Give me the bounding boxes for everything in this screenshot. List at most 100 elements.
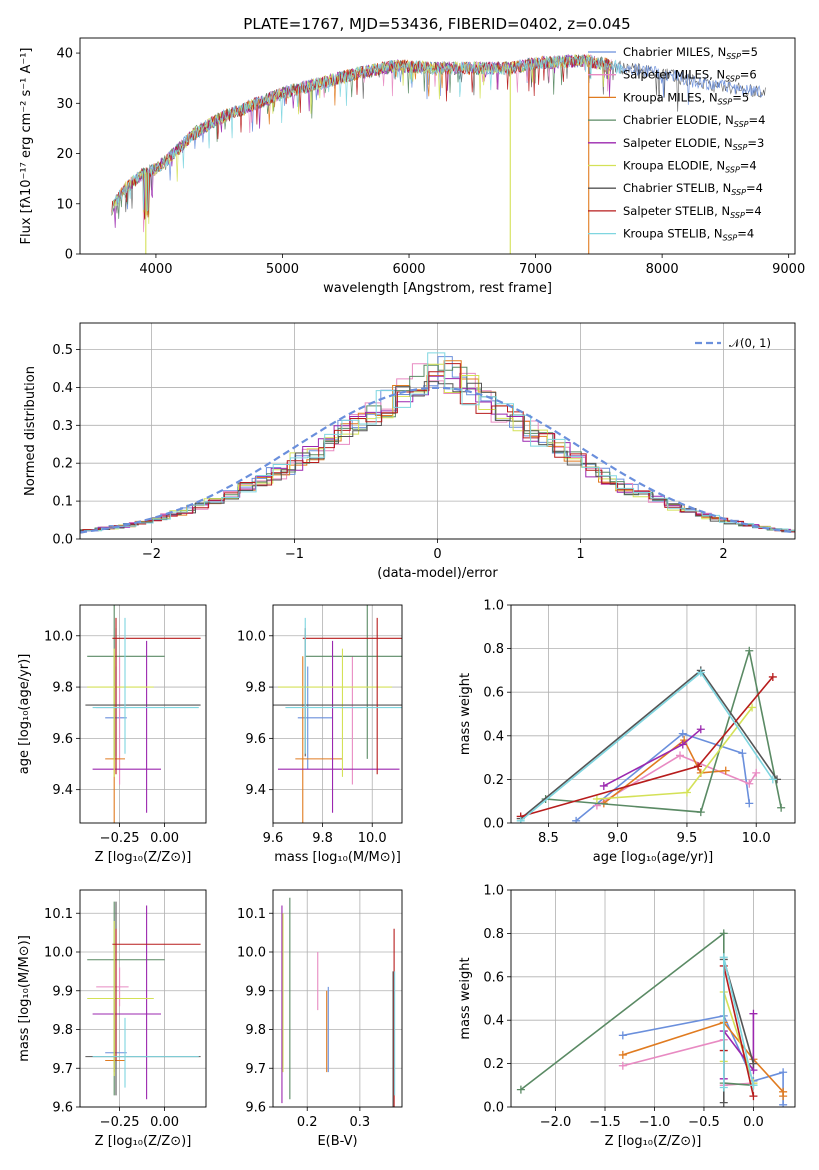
spectrum-line-8 [111,55,624,216]
x-tick-label: −0.5 [688,1115,720,1130]
plot-area [281,897,396,1107]
x-tick-label: 8.5 [538,831,559,846]
x-axis-label: Z [log₁₀(Z/Z⊙)] [95,850,192,865]
weight-marker [618,1050,627,1059]
weight-marker [618,1061,627,1070]
weight-marker [779,1092,788,1101]
y-axis-label: Normed distribution [23,366,38,496]
y-tick-label: 9.9 [245,984,266,999]
y-tick-label: 0.8 [483,642,504,657]
weight-marker [682,788,691,797]
y-tick-label: 0.3 [52,419,73,434]
weight-marker [694,762,703,771]
y-tick-label: 9.7 [245,1062,266,1077]
y-tick-label: 10.0 [44,629,73,644]
y-tick-label: 10.0 [237,629,266,644]
weight-marker [749,1009,758,1018]
legend-label: Chabrier MILES, NSSP=5 [623,45,758,61]
weight-line-1 [596,754,757,807]
x-tick-label: 0.00 [150,1115,179,1130]
weight-line-8 [520,671,774,822]
y-tick-label: 30 [56,97,73,112]
x-tick-label: 9.0 [607,831,628,846]
y-tick-label: 0.4 [483,1014,504,1029]
y-tick-label: 0.2 [483,773,504,788]
weight-marker [599,781,608,790]
plot-area [516,929,788,1107]
axes-frame [79,322,796,540]
y-tick-label: 1.0 [483,884,504,899]
weight-marker [572,816,581,823]
plot-area [111,53,766,254]
plot-area [80,352,795,534]
plot-area [516,646,786,823]
weight-marker [719,929,728,938]
x-tick-label: 0.00 [150,831,179,846]
plot-area [273,605,402,823]
weight-marker [779,1100,788,1107]
weight-marker [592,795,601,804]
weight-marker [516,1085,525,1094]
weight-marker [719,1083,728,1092]
y-tick-label: 0.2 [483,1057,504,1072]
weight-marker [516,816,525,823]
weight-line-7 [723,965,755,1097]
y-tick-label: 40 [56,47,73,62]
weight-marker [749,1059,758,1068]
legend-label: Kroupa STELIB, NSSP=4 [623,227,754,243]
axes-frame [272,604,403,824]
x-tick-label: −1 [285,547,304,562]
x-tick-label: 5000 [266,262,299,277]
metallicity-age-panel: −0.25 0.00 9.4 9.6 9.8 10.0 Z [log₁₀(Z/Z⊙)] age… [17,604,207,865]
axes-frame [79,889,207,1108]
weight-line-0 [575,732,751,822]
legend-label: Salpeter MILES, NSSP=6 [623,68,757,84]
weight-line-6 [520,669,778,820]
x-tick-label: 10.0 [358,831,387,846]
x-axis-label: E(B-V) [317,1134,357,1149]
x-axis-label: Z [log₁₀(Z/Z⊙)] [605,1134,702,1149]
ebv-mass-panel: 0.2 0.3 9.6 9.7 9.8 9.9 10.0 10.1 E(B-V) [237,889,403,1149]
y-tick-label: 9.8 [245,1023,266,1038]
weight-marker [777,803,786,812]
y-tick-label: 0.0 [52,533,73,548]
metallicity-mass-panel: −0.25 0.00 9.6 9.7 9.8 9.9 10.0 10.1 Z [log₁₀(Z/… [17,889,207,1149]
mass-age-panel: 9.6 9.8 10.0 9.4 9.6 9.8 10.0 mass [log₁₀(M/M⊙)… [237,604,403,865]
legend-label: Salpeter ELODIE, NSSP=3 [623,136,764,152]
weight-marker [738,749,747,758]
y-tick-label: 9.8 [245,681,266,696]
y-tick-label: 10 [56,197,73,212]
y-tick-label: 0.0 [483,1101,504,1116]
y-axis-label: mass weight [458,957,473,1039]
weight-marker [745,646,754,655]
weight-marker [749,1081,758,1090]
y-tick-label: 0.1 [52,495,73,510]
x-tick-label: −1.5 [589,1115,621,1130]
x-tick-label: −0.25 [100,1115,140,1130]
x-tick-label: −2 [142,547,161,562]
y-tick-label: 9.9 [52,984,73,999]
x-tick-label: −2.0 [540,1115,572,1130]
weight-marker [749,1092,758,1101]
weight-marker [696,725,705,734]
x-axis-label: mass [log₁₀(M/M⊙)] [274,850,401,865]
legend-label: Chabrier ELODIE, NSSP=4 [623,113,765,129]
axes-frame [272,889,403,1108]
axes-frame [79,604,207,824]
residual-histogram-panel: −2 −1 0 1 2 0.0 0.1 0.2 0.3 0.4 0.5 (data-model)/er… [23,322,796,581]
histogram-series-7 [80,363,795,533]
plot-area [85,605,201,823]
spectrum-panel: 4000 5000 6000 7000 8000 9000 0 10 20 30 40 wavelen… [19,37,805,296]
y-axis-label: mass weight [458,673,473,755]
y-tick-label: 9.6 [52,732,73,747]
y-tick-label: 9.8 [52,681,73,696]
y-tick-label: 9.6 [52,1101,73,1116]
x-tick-label: 10.0 [742,831,771,846]
x-tick-label: 0.0 [743,1115,764,1130]
x-axis-label: (data-model)/error [377,566,498,581]
axes-frame [510,889,796,1108]
weight-marker [721,766,730,775]
plot-area [85,901,201,1100]
x-tick-label: 2 [719,547,727,562]
